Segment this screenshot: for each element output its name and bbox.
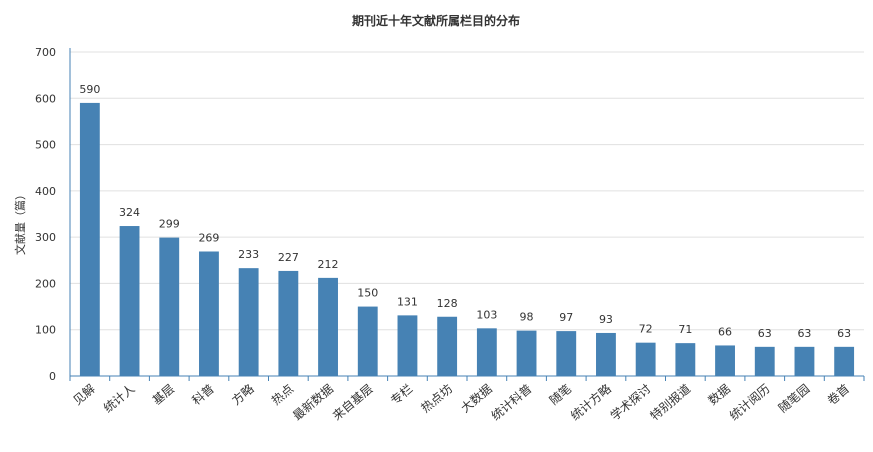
x-tick-label: 统计科普 [489, 382, 535, 424]
data-label: 93 [599, 313, 613, 326]
data-label: 66 [718, 325, 732, 338]
bar [238, 268, 259, 376]
x-tick-label: 随笔园 [775, 381, 812, 416]
bar [397, 315, 418, 376]
x-tick-label: 随笔 [546, 381, 574, 408]
data-label: 128 [437, 297, 458, 310]
data-label: 299 [159, 218, 180, 231]
bar [635, 342, 656, 376]
data-label: 63 [837, 327, 851, 340]
data-label: 63 [758, 327, 772, 340]
bar [794, 346, 815, 376]
x-tick-label: 统计人 [101, 382, 138, 416]
y-tick-label: 600 [35, 92, 56, 105]
data-label: 97 [559, 311, 573, 324]
data-label: 212 [318, 258, 339, 271]
x-tick-label: 最新数据 [290, 381, 336, 423]
data-labels: 590 324 299 269 233 227 212 150 131 128 103 98 97 93 7… [79, 83, 851, 340]
y-tick-label: 200 [35, 277, 56, 290]
chart-title: 期刊近十年文献所属栏目的分布 [352, 13, 520, 28]
data-label: 227 [278, 251, 299, 264]
data-label: 324 [119, 206, 140, 219]
data-label: 233 [238, 248, 259, 261]
data-label: 72 [639, 323, 653, 336]
x-tick-label: 见解 [70, 382, 97, 408]
x-tick-label: 来自基层 [330, 382, 376, 424]
data-label: 269 [198, 231, 219, 244]
bar [278, 270, 299, 376]
y-tick-label: 700 [35, 46, 56, 59]
y-tick-label: 0 [49, 370, 56, 383]
x-tick-label: 统计阅历 [727, 382, 773, 424]
x-tick-label: 科普 [189, 382, 216, 408]
y-tick-label: 300 [35, 231, 56, 244]
data-label: 63 [797, 327, 811, 340]
bars [79, 102, 855, 377]
bar [437, 316, 458, 376]
bar [476, 328, 497, 376]
x-tick-label: 学术探讨 [607, 381, 653, 423]
bar [715, 345, 735, 376]
x-tick-label: 卷首 [824, 381, 852, 408]
axes: 0 100 200 300 400 500 600 700 [35, 46, 865, 383]
bar [79, 102, 100, 377]
grid-lines [70, 51, 864, 331]
data-label: 103 [476, 308, 497, 321]
data-label: 71 [678, 323, 692, 336]
bar [318, 277, 338, 376]
bar [675, 343, 696, 376]
x-tick-label: 数据 [705, 381, 733, 408]
y-tick-label: 500 [35, 139, 56, 152]
x-tick-label: 热点 [269, 382, 296, 408]
data-label: 131 [397, 295, 418, 308]
x-tick-label: 方略 [229, 381, 257, 408]
bar [199, 251, 219, 376]
bar [357, 306, 378, 376]
bar [159, 237, 180, 376]
bar [556, 331, 577, 376]
bar [834, 346, 855, 376]
y-tick-label: 400 [35, 185, 56, 198]
data-label: 98 [520, 311, 534, 324]
bar [119, 226, 140, 376]
data-label: 150 [357, 287, 378, 300]
y-axis-title: 文献量（篇） [13, 189, 27, 255]
bar [754, 346, 775, 376]
x-tick-label: 统计方略 [567, 381, 613, 423]
x-tick-label: 特别报道 [647, 381, 693, 423]
bar [516, 330, 537, 376]
y-tick-label: 100 [35, 324, 56, 337]
x-tick-label: 热点坊 [418, 381, 455, 416]
x-tick-label: 大数据 [458, 381, 495, 416]
x-tick-label: 专栏 [387, 381, 415, 408]
bar [596, 332, 616, 376]
data-label: 590 [79, 83, 100, 96]
x-tick-label: 基层 [150, 382, 177, 408]
